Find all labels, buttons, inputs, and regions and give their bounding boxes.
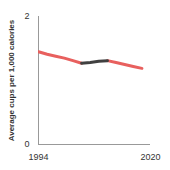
svg-text:1994: 1994 (28, 152, 48, 162)
svg-text:Average cups per 1,000 calorie: Average cups per 1,000 calories (7, 19, 16, 141)
svg-text:0: 0 (24, 139, 29, 149)
svg-text:2: 2 (24, 11, 29, 21)
svg-text:2020: 2020 (140, 152, 160, 162)
